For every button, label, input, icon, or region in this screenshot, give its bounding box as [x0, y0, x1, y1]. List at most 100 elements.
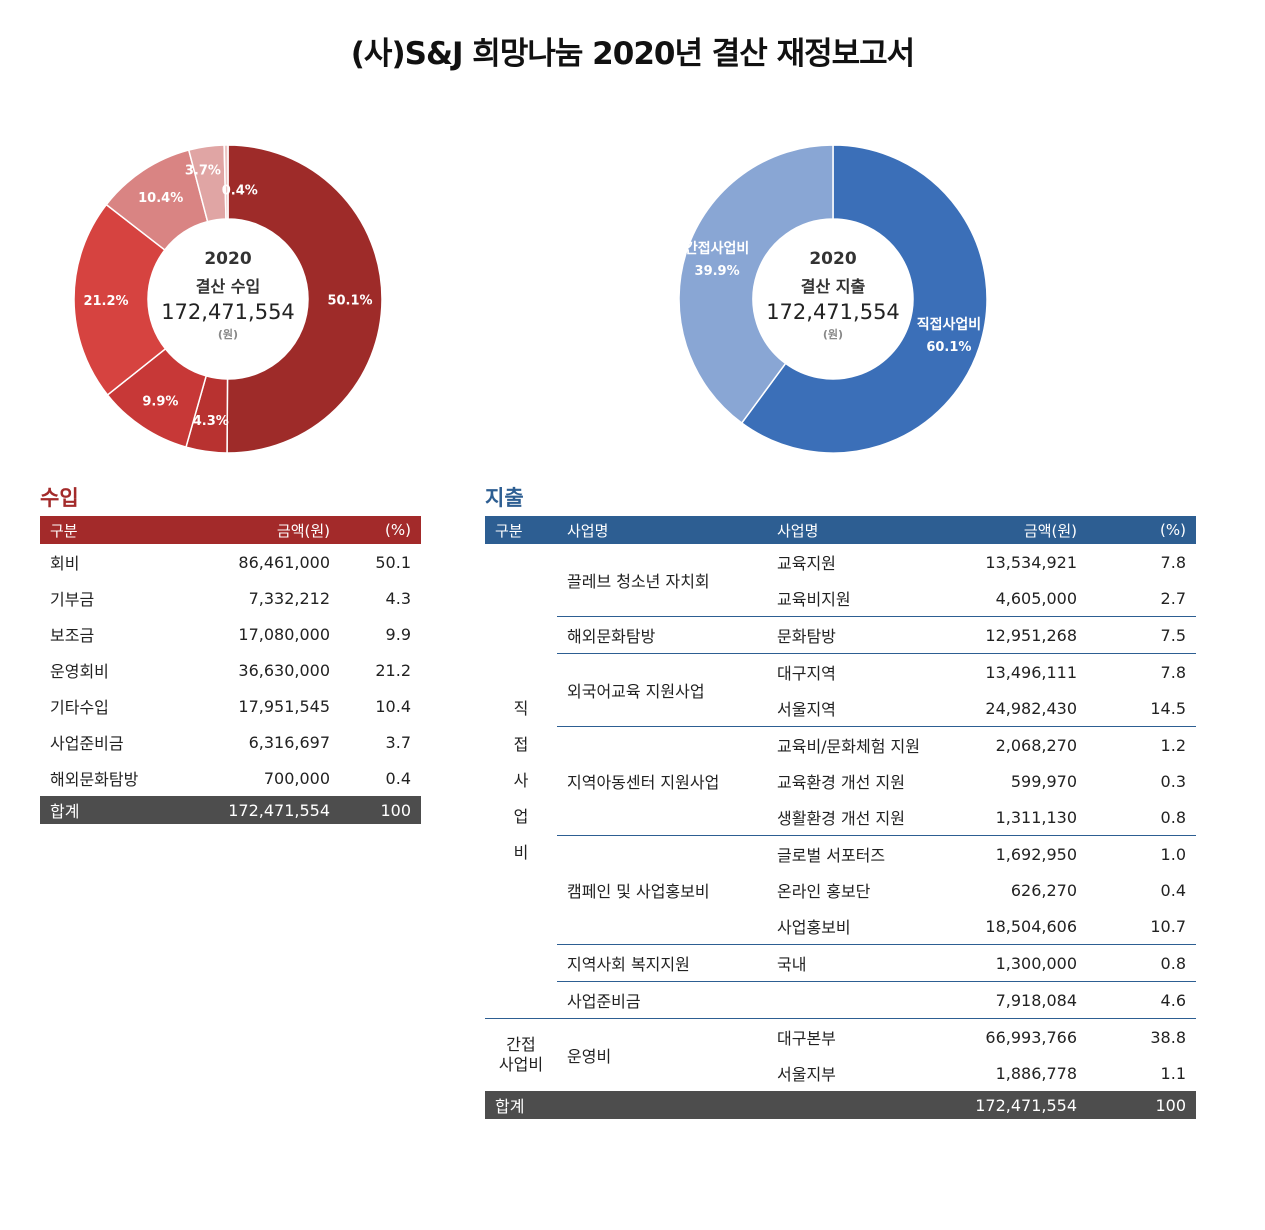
expense-header-amount: 금액(원): [947, 516, 1087, 544]
expense-amount-cell: 7,918,084: [947, 981, 1087, 1019]
expense-subproject-cell: 국내: [767, 944, 947, 982]
expense-row: 외국어교육 지원사업 대구지역 13,496,111 7.8: [485, 653, 1196, 727]
expense-row: 생활환경 개선 지원 1,311,130 0.8: [485, 799, 1196, 836]
donut-slice-label: 9.9%: [142, 395, 178, 410]
expense-row: 사업홍보비 18,504,606 10.7: [485, 908, 1196, 945]
expense-project-cell: 끌레브 청소년 자치회: [567, 572, 710, 591]
income-center-label: 결산 수입: [195, 277, 261, 296]
income-header-amount: 금액(원): [180, 516, 340, 544]
expense-percent-cell: 0.8: [1160, 807, 1186, 827]
expense-total-row: 합계 172,471,554 100: [485, 1091, 1196, 1119]
expense-row: 서울지역 24,982,430 14.5: [485, 690, 1196, 727]
income-amount-cell: 7,332,212: [248, 588, 330, 608]
expense-subproject-cell: 대구본부: [767, 1018, 947, 1055]
income-table-header: 구분 금액(원) (%): [40, 516, 421, 544]
expense-amount-cell: 1,692,950: [947, 835, 1087, 872]
income-row: 해외문화탐방 700,000 0.4: [40, 760, 421, 796]
income-category-cell: 운영회비: [50, 662, 109, 681]
expense-row: 온라인 홍보단 626,270 0.4: [485, 872, 1196, 908]
donut-slice-label: 60.1%: [926, 340, 971, 355]
expense-subproject-cell: 대구지역: [767, 653, 947, 690]
income-row: 기부금 7,332,212 4.3: [40, 580, 421, 616]
direct-expense-char: 직: [513, 699, 529, 718]
income-amount-cell: 17,080,000: [238, 624, 330, 644]
expense-donut-chart: 직접사업비 60.1% 간접사업비 39.9% 2020 결산 지출 172,471,…: [677, 143, 989, 455]
expense-subproject-cell: 교육지원: [777, 554, 836, 573]
expense-percent-cell: 1.1: [1160, 1063, 1186, 1083]
expense-center-label: 결산 지출: [800, 277, 866, 296]
income-category-cell: 기타수입: [50, 698, 109, 717]
donut-slice-label: 10.4%: [138, 191, 183, 206]
expense-amount-cell: 13,534,921: [985, 552, 1077, 572]
donut-slice: [740, 144, 988, 454]
donut-slice-label: 4.3%: [193, 414, 229, 429]
expense-project-cell: 캠페인 및 사업홍보비: [557, 835, 767, 945]
expense-amount-cell: 1,311,130: [995, 807, 1077, 827]
income-center-text: 2020 결산 수입 172,471,554 (원): [128, 249, 328, 342]
expense-amount-cell: 4,605,000: [995, 588, 1077, 608]
expense-subproject-cell: 교육비/문화체험 지원: [767, 726, 947, 763]
expense-percent-cell: 0.3: [1160, 771, 1186, 791]
expense-subproject-cell: 서울지역: [777, 700, 836, 719]
expense-project-cell: 운영비: [557, 1018, 767, 1091]
direct-expense-char: 업: [513, 807, 529, 826]
income-category-cell: 회비: [50, 554, 80, 573]
direct-expense-char: 접: [513, 735, 529, 754]
expense-center-unit: (원): [822, 328, 844, 341]
donut-slice: [226, 144, 383, 454]
income-donut-svg: 50.1% 4.3% 9.9% 21.2% 10.4%3.7%0.4%: [73, 144, 383, 454]
expense-percent-cell: 10.7: [1150, 916, 1186, 936]
donut-slice-name: 간접사업비: [685, 240, 749, 257]
expense-header-category: 구분: [485, 516, 557, 544]
direct-expense-char: 비: [513, 843, 529, 862]
donut-slice-label: 3.7%: [185, 163, 221, 178]
donut-slice: [73, 203, 167, 396]
income-row: 사업준비금 6,316,697 3.7: [40, 724, 421, 760]
expense-center-year: 2020: [809, 249, 857, 269]
income-row: 운영회비 36,630,000 21.2: [40, 652, 421, 688]
donut-slice-label: 39.9%: [695, 264, 740, 279]
income-amount-cell: 700,000: [263, 768, 330, 788]
expense-subproject-cell: 사업홍보비: [777, 918, 851, 937]
expense-percent-cell: 38.8: [1087, 1018, 1196, 1055]
income-center-unit: (원): [217, 328, 239, 341]
income-row: 회비 86,461,000 50.1: [40, 544, 421, 580]
income-header-percent: (%): [340, 516, 421, 544]
expense-row: 직 접 사 업 비 끌레브 청소년 자치회 교육지원 13,534,921 7.8: [485, 544, 1196, 863]
expense-percent-cell: 4.6: [1087, 981, 1196, 1019]
income-percent-cell: 50.1: [375, 552, 411, 572]
expense-project-cell: 지역아동센터 지원사업: [557, 726, 767, 836]
expense-amount-cell: 599,970: [1010, 771, 1077, 791]
expense-total-label: 합계: [485, 1091, 947, 1119]
income-amount-cell: 17,951,545: [238, 696, 330, 716]
expense-project-cell: 해외문화탐방: [557, 616, 767, 654]
expense-row: 서울지부 1,886,778 1.1: [485, 1055, 1196, 1091]
expense-percent-cell: 0.8: [1087, 944, 1196, 982]
expense-header-percent: (%): [1087, 516, 1196, 544]
donut-slice: [223, 144, 229, 220]
indirect-expense-text: 사업비: [498, 1055, 544, 1074]
expense-table-header: 구분 사업명 사업명 금액(원) (%): [485, 516, 1196, 544]
expense-table-body: 직 접 사 업 비 끌레브 청소년 자치회 교육지원 13,534,921 7.8 교육비지원 4,…: [485, 544, 1196, 1119]
expense-amount-cell: 626,270: [1010, 880, 1077, 900]
expense-project-cell: 사업준비금: [557, 981, 767, 1019]
expense-percent-cell: 7.5: [1087, 616, 1196, 654]
donut-hole: [754, 220, 912, 378]
expense-total-percent: 100: [1087, 1091, 1196, 1119]
expense-row: 해외문화탐방 문화탐방 12,951,268 7.5: [485, 616, 1196, 654]
income-total-percent: 100: [340, 796, 421, 824]
income-center-year: 2020: [204, 249, 252, 269]
income-category-cell: 기부금: [50, 590, 95, 609]
expense-subproject-cell: 문화탐방: [767, 616, 947, 654]
expense-percent-cell: 2.7: [1160, 588, 1186, 608]
donut-hole: [149, 220, 307, 378]
donut-slice: [678, 144, 834, 425]
income-percent-cell: 4.3: [385, 588, 411, 608]
donut-slice-label: 50.1%: [327, 293, 372, 308]
income-row: 보조금 17,080,000 9.9: [40, 616, 421, 652]
income-category-cell: 해외문화탐방: [50, 770, 139, 789]
expense-header-subproject: 사업명: [767, 516, 947, 544]
income-percent-cell: 9.9: [385, 624, 411, 644]
expense-subproject-cell: 글로벌 서포터즈: [767, 835, 947, 872]
